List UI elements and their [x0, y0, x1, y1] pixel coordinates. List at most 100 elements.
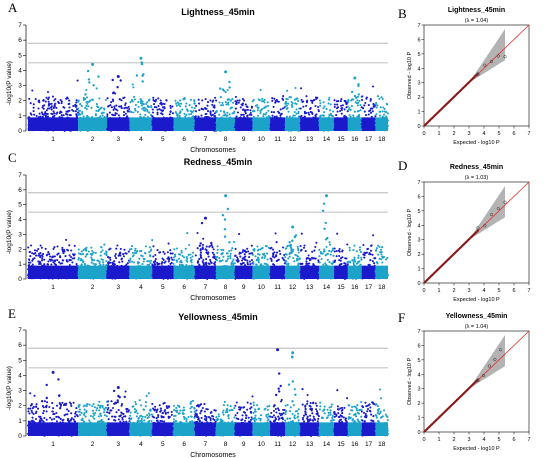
x-axis-label: Chromosomes — [190, 147, 236, 154]
snp-point — [190, 106, 194, 109]
snp-point — [218, 101, 221, 104]
snp-point — [340, 98, 343, 101]
snp-point — [66, 96, 69, 99]
snp-point — [109, 258, 112, 261]
snp-point — [297, 262, 300, 265]
snp-point — [208, 262, 211, 266]
snp-point — [357, 254, 360, 257]
x-tick-label: 6 — [512, 131, 515, 137]
snp-point — [71, 261, 74, 264]
x-tick-label: 5 — [497, 131, 500, 137]
snp-dense-band — [300, 265, 320, 279]
snp-point — [148, 246, 151, 249]
snp-point — [267, 104, 270, 107]
snp-point — [226, 88, 229, 92]
snp-point — [133, 98, 136, 101]
chromosome-label: 16 — [351, 284, 359, 291]
snp-point — [66, 408, 69, 411]
snp-point — [333, 105, 336, 108]
snp-point — [29, 250, 32, 254]
snp-point — [28, 412, 31, 415]
snp-point — [86, 100, 90, 104]
snp-point — [356, 99, 359, 102]
snp-point — [132, 111, 135, 114]
snp-point — [120, 403, 124, 406]
snp-point — [45, 383, 48, 387]
snp-dense-band — [173, 265, 195, 279]
snp-point — [188, 113, 191, 116]
snp-point — [75, 407, 78, 410]
snp-point — [152, 255, 155, 258]
snp-point — [145, 102, 148, 106]
chromosome-points-12 — [284, 225, 302, 280]
snp-point — [85, 88, 88, 92]
snp-point — [160, 101, 163, 104]
chromosome-label: 9 — [242, 284, 246, 291]
snp-point — [87, 78, 91, 81]
snp-point — [297, 99, 300, 102]
snp-point — [38, 262, 41, 266]
snp-point — [64, 255, 67, 258]
snp-point — [275, 115, 278, 118]
chromosome-label: 17 — [365, 284, 373, 291]
y-tick-label: 3 — [417, 81, 420, 87]
snp-point — [91, 415, 95, 418]
snp-point — [223, 228, 227, 231]
snp-point — [36, 407, 40, 410]
chromosome-label: 12 — [289, 284, 297, 291]
qq-panel-D: D Redness_45min(λ = 1.03)0011223344556677… — [398, 158, 531, 303]
snp-point — [311, 101, 314, 104]
snp-point — [83, 408, 86, 411]
snp-point — [42, 412, 45, 415]
snp-point — [56, 259, 59, 262]
snp-point — [261, 256, 264, 259]
snp-point — [90, 256, 93, 259]
snp-point — [211, 103, 214, 106]
snp-point — [121, 416, 124, 419]
snp-point — [112, 108, 115, 111]
snp-point — [151, 239, 154, 242]
snp-point — [227, 101, 230, 104]
snp-point — [152, 98, 155, 102]
snp-point — [172, 259, 176, 262]
snp-point — [59, 407, 62, 410]
snp-point — [374, 115, 377, 118]
snp-point — [125, 263, 128, 266]
y-tick-label: 4 — [417, 66, 420, 72]
snp-point — [211, 113, 214, 116]
panel-label: E — [8, 306, 16, 321]
snp-point — [308, 259, 312, 262]
y-tick-label: 6 — [18, 187, 22, 194]
snp-point — [221, 259, 224, 262]
snp-point — [41, 255, 44, 258]
snp-point — [35, 403, 38, 406]
snp-point — [61, 248, 64, 251]
snp-point — [295, 257, 299, 260]
snp-point — [142, 109, 145, 112]
snp-point — [311, 250, 314, 253]
snp-point — [166, 251, 169, 254]
snp-point — [355, 250, 358, 253]
snp-point — [305, 111, 308, 115]
snp-dense-band — [361, 265, 376, 279]
snp-point — [381, 246, 384, 249]
snp-point — [206, 110, 210, 113]
snp-point — [79, 259, 83, 262]
snp-point — [107, 400, 110, 403]
snp-point — [257, 98, 260, 101]
snp-point — [88, 419, 91, 422]
snp-point — [241, 97, 244, 101]
snp-point — [50, 263, 53, 266]
snp-point — [223, 235, 227, 238]
snp-point — [362, 107, 365, 110]
snp-point — [113, 107, 116, 110]
snp-point — [250, 259, 253, 262]
snp-point — [344, 262, 347, 265]
snp-point — [154, 253, 157, 257]
snp-point — [180, 102, 183, 105]
y-tick-label: 7 — [417, 23, 420, 29]
snp-point — [31, 89, 34, 92]
snp-point — [375, 106, 378, 109]
y-tick-label: 5 — [18, 357, 22, 364]
